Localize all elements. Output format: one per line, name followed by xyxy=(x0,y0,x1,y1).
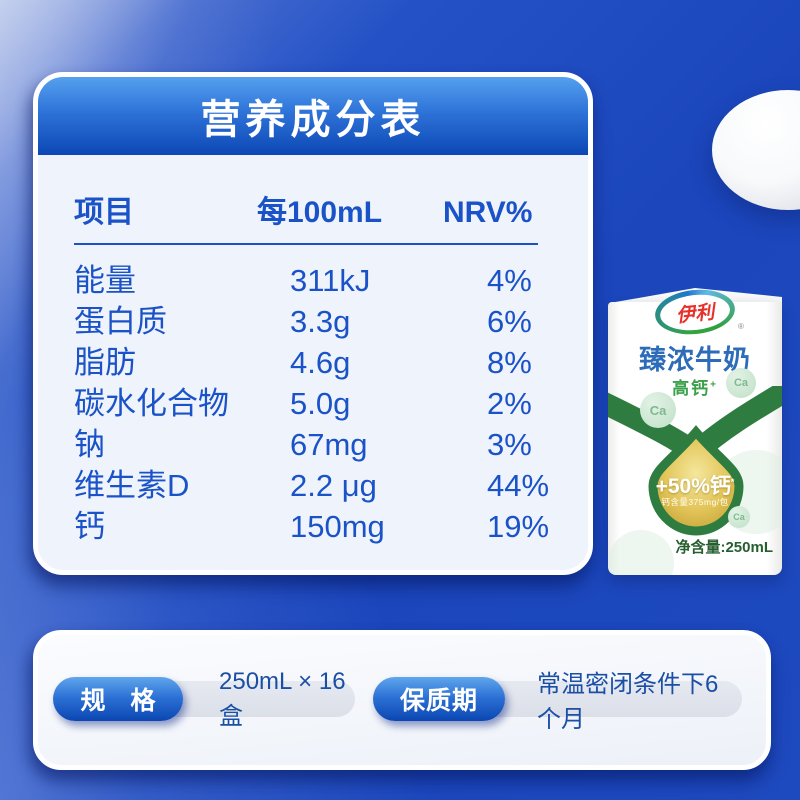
calcium-tagline: 高钙+ xyxy=(608,374,782,399)
nutrient-name: 能量 xyxy=(74,263,136,298)
calcium-tagline-plus: + xyxy=(710,379,718,391)
table-row: 钠 67mg 3% xyxy=(74,424,568,465)
milk-carton: 伊利 ® 臻浓牛奶 高钙+ +50%钙* 钙含量375mg/包 Ca Ca Ca… xyxy=(608,285,782,575)
nutrient-nrv: 6% xyxy=(487,304,532,339)
table-row: 能量 311kJ 4% xyxy=(74,260,568,301)
product-name: 臻浓牛奶 xyxy=(639,345,751,375)
column-header-item: 项目 xyxy=(74,196,134,229)
decor-sphere xyxy=(712,90,800,210)
calcium-claim-mark: * xyxy=(730,477,735,487)
nutrient-nrv: 2% xyxy=(487,386,532,421)
nutrient-nrv: 8% xyxy=(487,345,532,380)
spec-value: 常温密闭条件下6个月 xyxy=(537,671,719,733)
spec-label: 保质期 xyxy=(399,687,478,715)
ca-bubble: Ca xyxy=(640,392,676,428)
table-row: 蛋白质 3.3g 6% xyxy=(74,301,568,342)
nutrient-amount: 5.0g xyxy=(290,386,351,421)
nutrient-name: 钙 xyxy=(74,509,105,544)
table-row: 碳水化合物 5.0g 2% xyxy=(74,383,568,424)
spec-label: 规 格 xyxy=(80,687,156,715)
table-row: 维生素D 2.2 μg 44% xyxy=(74,465,568,506)
nutrient-name: 蛋白质 xyxy=(74,304,167,339)
table-header-row: 项目 每100mL NRV% xyxy=(74,195,568,231)
nutrition-card: 营养成分表 项目 每100mL NRV% 能量 311kJ 4% 蛋白质 3.3… xyxy=(33,72,593,575)
spec-value: 250mL × 16盒 xyxy=(219,667,346,730)
calcium-claim-text: +50%钙 xyxy=(655,475,731,498)
nutrient-nrv: 44% xyxy=(487,468,550,503)
nutrient-name: 碳水化合物 xyxy=(74,386,229,421)
column-header-per100ml: 每100mL xyxy=(257,196,383,229)
ca-bubble-label: Ca xyxy=(733,377,749,389)
calcium-claim-note: 钙含量375mg/包 xyxy=(661,497,729,507)
nutrition-table: 项目 每100mL NRV% 能量 311kJ 4% 蛋白质 3.3g 6% 脂… xyxy=(38,155,588,547)
nutrient-nrv: 4% xyxy=(487,263,532,298)
table-divider xyxy=(74,243,538,245)
brand-name: 伊利 xyxy=(658,290,732,334)
nutrient-name: 钠 xyxy=(74,427,105,462)
nutrient-amount: 150mg xyxy=(290,509,385,544)
nutrient-amount: 311kJ xyxy=(290,263,371,298)
nutrient-name: 脂肪 xyxy=(74,345,136,380)
nutrient-name: 维生素D xyxy=(74,468,190,503)
nutrient-nrv: 19% xyxy=(487,509,550,544)
nutrient-amount: 3.3g xyxy=(290,304,351,339)
registered-trademark-mark: ® xyxy=(738,322,744,331)
ca-bubble-label: Ca xyxy=(733,512,745,522)
nutrient-amount: 67mg xyxy=(290,427,368,462)
nutrient-amount: 4.6g xyxy=(290,345,351,380)
spec-label-pill: 规 格 xyxy=(53,677,183,721)
table-body: 能量 311kJ 4% 蛋白质 3.3g 6% 脂肪 4.6g 8% 碳水化合物… xyxy=(74,260,568,547)
table-row: 脂肪 4.6g 8% xyxy=(74,342,568,383)
decor-circle xyxy=(608,530,674,575)
table-row: 钙 150mg 19% xyxy=(74,506,568,547)
calcium-drop xyxy=(648,425,744,536)
spec-card: 250mL × 16盒 规 格 常温密闭条件下6个月 保质期 xyxy=(33,630,771,770)
nutrient-amount: 2.2 μg xyxy=(290,468,377,503)
calcium-claim: +50%钙* xyxy=(608,470,782,500)
net-content-label: 净含量:250mL xyxy=(675,539,773,556)
nutrition-card-header: 营养成分表 xyxy=(38,77,588,155)
calcium-ribbon-graphic xyxy=(608,386,782,536)
nutrition-title: 营养成分表 xyxy=(200,98,426,142)
ca-bubble-label: Ca xyxy=(649,402,667,418)
column-header-nrv: NRV% xyxy=(443,196,533,229)
brand-logo: 伊利 ® xyxy=(608,285,782,339)
brand-logo-ring: 伊利 xyxy=(652,285,738,339)
ca-bubble: Ca xyxy=(726,368,756,398)
spec-label-pill: 保质期 xyxy=(373,677,505,721)
calcium-tagline-text: 高钙 xyxy=(672,379,711,398)
ca-bubble: Ca xyxy=(728,506,750,528)
nutrient-nrv: 3% xyxy=(487,427,532,462)
